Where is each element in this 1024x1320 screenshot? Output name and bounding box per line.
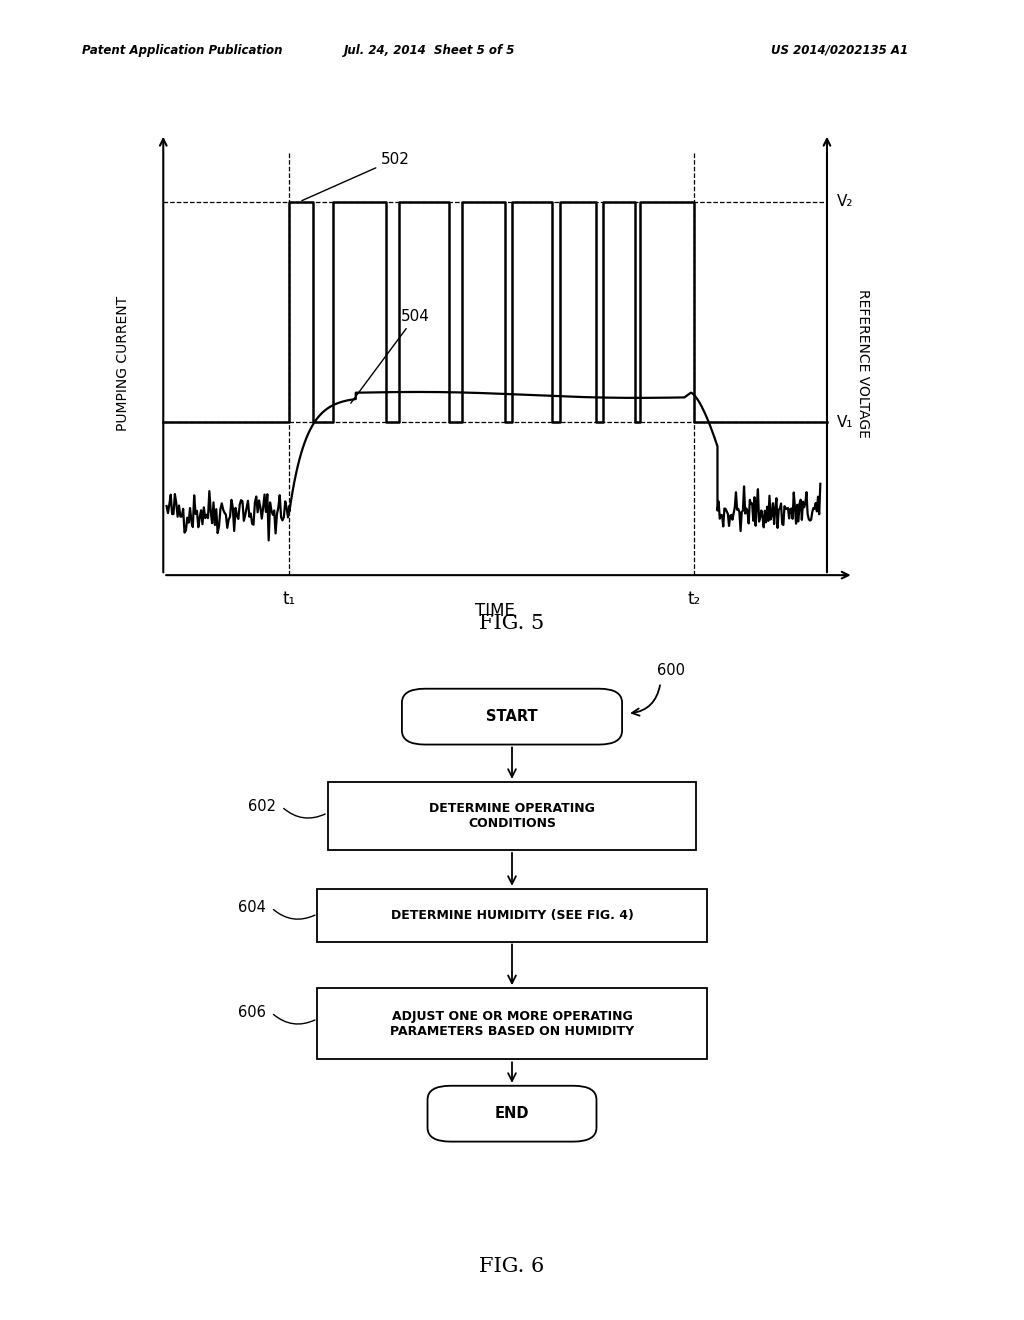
Text: START: START xyxy=(486,709,538,725)
Text: Jul. 24, 2014  Sheet 5 of 5: Jul. 24, 2014 Sheet 5 of 5 xyxy=(344,44,516,57)
Text: ADJUST ONE OR MORE OPERATING
PARAMETERS BASED ON HUMIDITY: ADJUST ONE OR MORE OPERATING PARAMETERS … xyxy=(390,1010,634,1038)
FancyBboxPatch shape xyxy=(317,888,707,941)
Text: Patent Application Publication: Patent Application Publication xyxy=(82,44,283,57)
Text: t₁: t₁ xyxy=(283,590,296,609)
Text: V₂: V₂ xyxy=(837,194,853,210)
FancyBboxPatch shape xyxy=(317,989,707,1060)
Text: DETERMINE HUMIDITY (SEE FIG. 4): DETERMINE HUMIDITY (SEE FIG. 4) xyxy=(390,908,634,921)
Text: END: END xyxy=(495,1106,529,1121)
Text: 602: 602 xyxy=(249,799,276,814)
Text: V₁: V₁ xyxy=(837,414,853,430)
Text: US 2014/0202135 A1: US 2014/0202135 A1 xyxy=(771,44,908,57)
Text: 504: 504 xyxy=(351,309,430,403)
Text: t₂: t₂ xyxy=(687,590,700,609)
Text: 502: 502 xyxy=(302,152,410,201)
Text: 600: 600 xyxy=(656,663,685,677)
Text: PUMPING CURRENT: PUMPING CURRENT xyxy=(117,296,130,430)
FancyBboxPatch shape xyxy=(428,1086,597,1142)
Text: TIME: TIME xyxy=(475,602,515,620)
Text: 606: 606 xyxy=(239,1005,266,1020)
FancyBboxPatch shape xyxy=(402,689,623,744)
Text: 604: 604 xyxy=(239,900,266,915)
Text: FIG. 5: FIG. 5 xyxy=(479,614,545,632)
Text: REFERENCE VOLTAGE: REFERENCE VOLTAGE xyxy=(856,289,870,437)
FancyBboxPatch shape xyxy=(328,781,696,850)
Text: FIG. 6: FIG. 6 xyxy=(479,1257,545,1275)
Text: DETERMINE OPERATING
CONDITIONS: DETERMINE OPERATING CONDITIONS xyxy=(429,801,595,830)
